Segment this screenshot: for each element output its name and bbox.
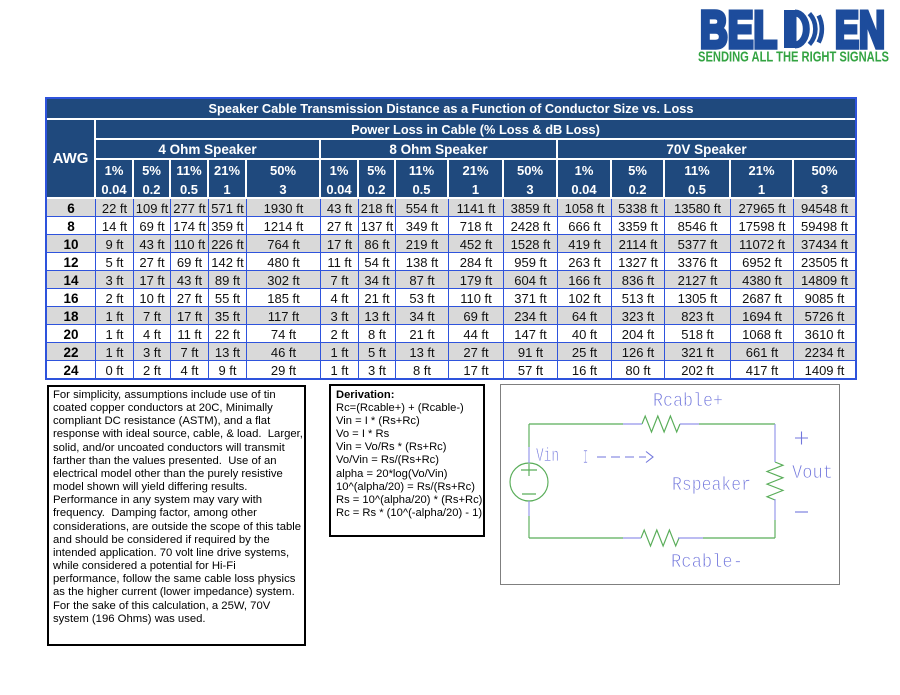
svg-text:Vout: Vout	[792, 462, 833, 484]
svg-text:EN: EN	[835, 2, 885, 60]
svg-text:Rcable+: Rcable+	[653, 390, 723, 412]
svg-text:SENDING ALL THE RIGHT SIGNALS: SENDING ALL THE RIGHT SIGNALS	[698, 49, 889, 66]
svg-text:Vin: Vin	[536, 445, 559, 467]
svg-text:BEL: BEL	[700, 2, 777, 60]
svg-text:Rcable-: Rcable-	[671, 551, 743, 573]
svg-text:I: I	[583, 447, 588, 469]
svg-text:Rspeaker: Rspeaker	[672, 474, 751, 496]
